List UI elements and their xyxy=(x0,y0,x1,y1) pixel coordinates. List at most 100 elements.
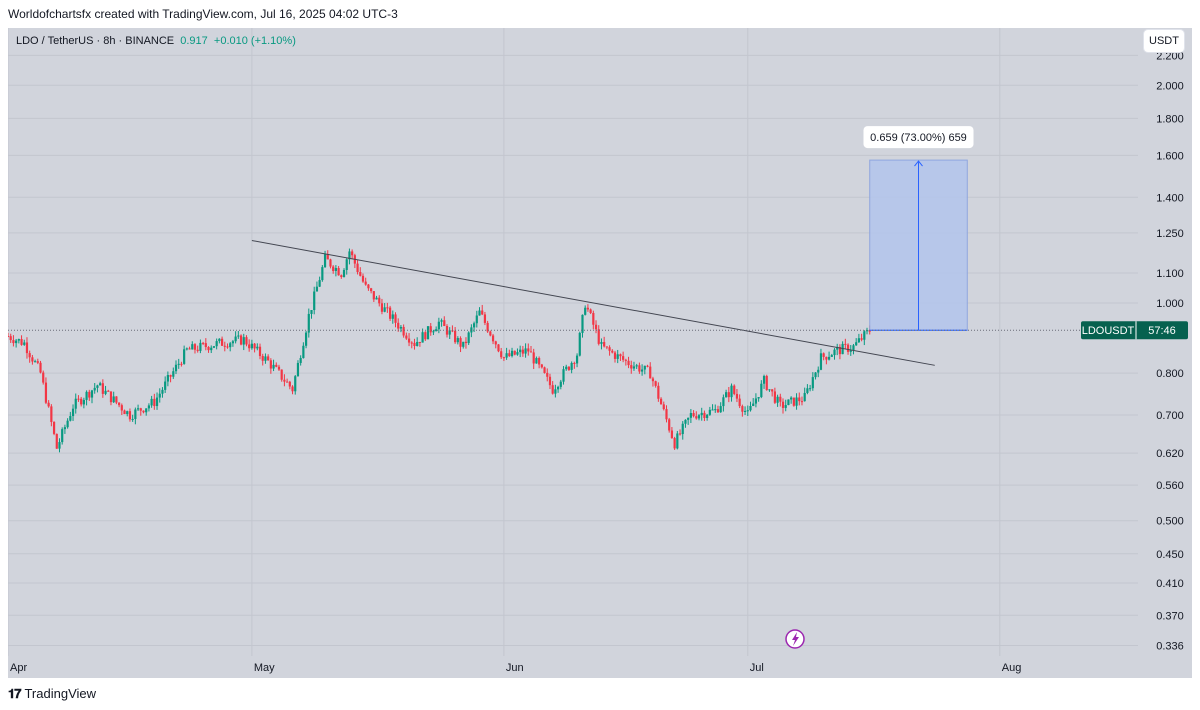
candle-body xyxy=(651,378,655,382)
candle-body xyxy=(697,415,701,419)
candle-body xyxy=(719,406,722,413)
tradingview-branding[interactable]: 𝟏𝟕 TradingView xyxy=(8,685,96,703)
candle-body xyxy=(15,340,18,344)
candle-body xyxy=(367,284,370,289)
candle-body xyxy=(836,346,839,350)
candle-body xyxy=(39,362,42,373)
badge-symbol: LDOUSDT xyxy=(1082,325,1135,337)
candle-body xyxy=(202,342,205,344)
candle-body xyxy=(684,419,687,424)
candle-body xyxy=(765,375,768,390)
candle-body xyxy=(692,413,695,417)
y-tick-label: 0.800 xyxy=(1156,368,1184,380)
candle-body xyxy=(540,364,543,368)
candle-body xyxy=(822,353,825,357)
candle-body xyxy=(554,389,557,394)
candle-body xyxy=(524,348,527,354)
candle-body xyxy=(792,397,795,406)
candle-body xyxy=(779,396,782,402)
chart-area[interactable]: 2.200 2.000 1.800 1.600 1.400 1.250 1.100 1.000… xyxy=(8,28,1192,678)
candle-body xyxy=(421,332,424,343)
candle-body xyxy=(776,396,779,403)
symbol-legend[interactable]: LDO / TetherUS · 8h · BINANCE 0.917 +0.0… xyxy=(16,34,296,48)
candle-body xyxy=(291,386,294,392)
candle-body xyxy=(329,259,332,267)
candle-body xyxy=(158,393,161,398)
candle-body xyxy=(52,421,56,434)
candle-body xyxy=(33,361,37,363)
candle-body xyxy=(109,391,113,403)
candle-body xyxy=(516,352,519,355)
attribution-text: Worldofchartsfx created with TradingView… xyxy=(8,7,398,21)
candle-body xyxy=(462,341,465,347)
candle-body xyxy=(456,338,459,343)
candle-body xyxy=(191,344,194,350)
candle-body xyxy=(402,326,405,336)
candle-body xyxy=(714,409,717,411)
y-tick-label: 1.250 xyxy=(1156,228,1184,240)
candle-body xyxy=(868,330,871,332)
candle-body xyxy=(532,352,535,364)
candle-body xyxy=(42,372,45,383)
descending-trendline[interactable] xyxy=(251,240,935,366)
candle-body xyxy=(375,297,378,300)
candle-body xyxy=(169,375,172,377)
candle-body xyxy=(380,303,384,312)
candle-body xyxy=(28,353,31,358)
candle-body xyxy=(451,330,454,332)
candle-body xyxy=(608,347,611,351)
candle-body xyxy=(172,371,175,377)
candle-body xyxy=(510,350,514,357)
y-tick-label: 1.100 xyxy=(1156,268,1184,280)
candle-body xyxy=(269,360,272,369)
candle-body xyxy=(348,251,351,260)
candle-body xyxy=(722,397,725,407)
candle-body xyxy=(256,346,259,349)
price-chart[interactable]: 2.200 2.000 1.800 1.600 1.400 1.250 1.100 1.000… xyxy=(8,28,1192,678)
candle-body xyxy=(136,408,140,410)
candle-body xyxy=(657,385,660,399)
y-tick-label: 1.800 xyxy=(1156,113,1184,125)
candle-body xyxy=(413,342,416,347)
candle-body xyxy=(619,354,622,357)
candle-body xyxy=(220,338,224,346)
candle-body xyxy=(139,408,142,411)
candle-body xyxy=(294,376,297,392)
candle-body xyxy=(229,343,232,348)
candle-body xyxy=(134,409,137,419)
candle-body xyxy=(573,362,576,364)
candle-body xyxy=(483,314,487,323)
candle-body xyxy=(17,339,20,341)
y-tick-label: 2.200 xyxy=(1156,50,1184,62)
candle-body xyxy=(551,385,554,394)
candle-body xyxy=(199,342,202,351)
candle-body xyxy=(161,389,164,394)
last-price-badge xyxy=(1081,321,1188,340)
candle-body xyxy=(738,398,741,407)
candle-body xyxy=(410,342,413,344)
candle-body xyxy=(71,408,75,417)
candle-body xyxy=(594,324,598,330)
candle-body xyxy=(627,360,630,366)
lightning-glyph xyxy=(792,632,799,646)
currency-button[interactable]: USDT xyxy=(1144,30,1184,52)
candle-body xyxy=(307,313,310,333)
candle-body xyxy=(787,399,790,406)
candle-body xyxy=(622,356,625,360)
candle-body xyxy=(689,413,692,418)
candle-body xyxy=(600,342,603,344)
candle-body xyxy=(662,404,665,410)
candle-body xyxy=(334,268,337,271)
candle-body xyxy=(299,358,302,363)
candle-body xyxy=(74,398,77,409)
candle-body xyxy=(809,388,812,390)
candle-body xyxy=(80,398,83,405)
candle-body xyxy=(592,312,595,325)
candle-body xyxy=(844,343,847,345)
candle-body xyxy=(188,348,191,350)
candle-body xyxy=(546,372,549,377)
x-tick-label: Jun xyxy=(506,662,524,674)
price-change: +0.010 (+1.10%) xyxy=(213,35,296,47)
candle-body xyxy=(700,412,703,416)
candle-body xyxy=(589,309,592,313)
